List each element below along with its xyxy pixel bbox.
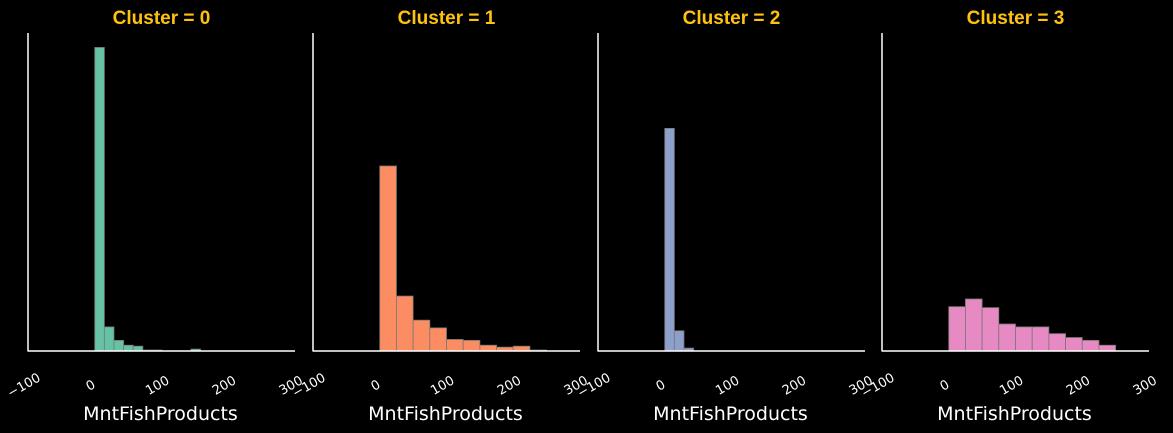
panel-title: Cluster = 1 (398, 8, 496, 29)
histogram-bar (429, 327, 447, 352)
x-tick-label: 200 (210, 373, 239, 398)
x-tick-label: 200 (1064, 373, 1093, 398)
histogram-bar (94, 47, 105, 352)
histogram-bar (1065, 337, 1083, 352)
x-axis-label: MntFishProducts (937, 403, 1092, 425)
x-axis-label: MntFishProducts (653, 403, 808, 425)
histogram-bar (396, 295, 414, 352)
x-tick-label: 0 (369, 377, 384, 394)
x-tick-label: 200 (780, 373, 809, 398)
histogram-bar (462, 339, 481, 352)
histogram-bar (123, 344, 134, 352)
histogram-bar (379, 165, 397, 352)
histogram-bar (103, 326, 115, 352)
histogram-bar (1081, 339, 1100, 352)
histogram-bar (1031, 326, 1050, 352)
histogram-bar (1015, 326, 1033, 352)
panel-title: Cluster = 3 (967, 8, 1065, 29)
x-tick-label: 100 (997, 373, 1026, 398)
panel-title: Cluster = 0 (113, 8, 211, 29)
histogram-bar (113, 339, 124, 352)
x-tick-label: 100 (428, 373, 457, 398)
histogram-bar (412, 319, 431, 352)
x-tick-label: 300 (1131, 373, 1160, 398)
histogram-bar (998, 323, 1016, 352)
histogram-bar (1048, 333, 1066, 352)
histogram-bar (981, 307, 1000, 352)
histogram-bar (479, 344, 497, 352)
panel-title: Cluster = 2 (683, 8, 781, 29)
x-tick-label: 100 (143, 373, 172, 398)
x-tick-label: 200 (495, 373, 524, 398)
x-axis-label: MntFishProducts (83, 403, 238, 425)
histogram-bar (965, 298, 983, 352)
histogram-bar (673, 330, 685, 352)
x-tick-label: 100 (713, 373, 742, 398)
histogram-bar (446, 339, 464, 352)
x-tick-label: 0 (654, 377, 669, 394)
x-tick-label: −100 (5, 371, 43, 402)
histogram-bar (948, 306, 966, 352)
x-axis-label: MntFishProducts (368, 403, 523, 425)
x-tick-label: 0 (938, 377, 953, 394)
histogram-bar (1098, 344, 1117, 352)
x-tick-label: 0 (84, 377, 99, 394)
histogram-bar (664, 127, 675, 352)
